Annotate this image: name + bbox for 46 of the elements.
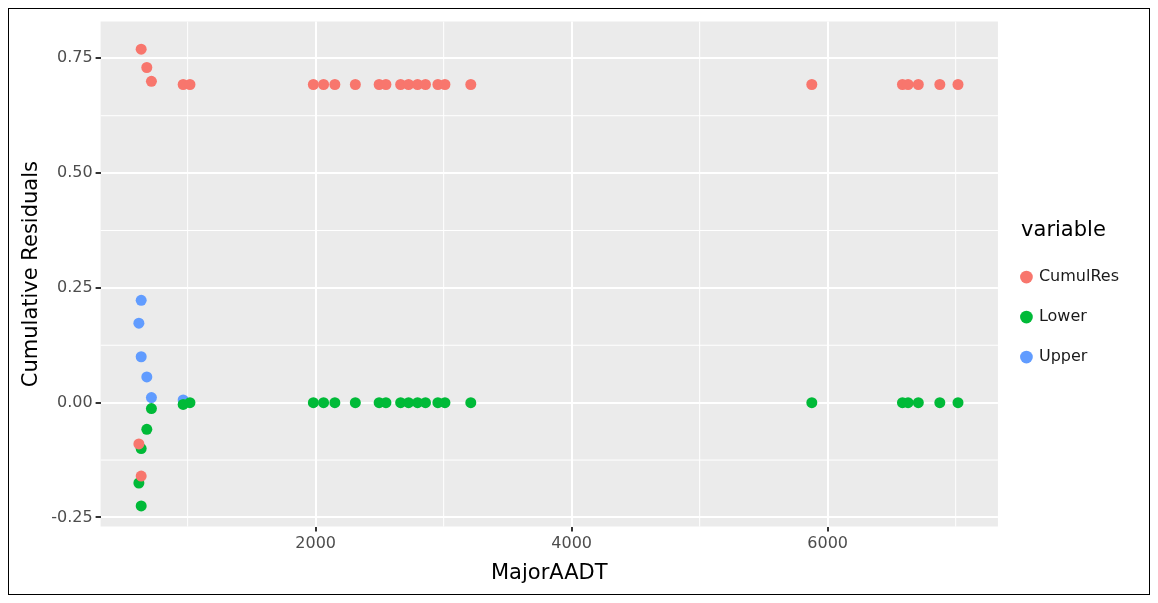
point: [329, 79, 341, 90]
legend-label: Upper: [1038, 346, 1088, 366]
point: [934, 397, 946, 409]
point: [465, 79, 477, 90]
y-tick-label: 0.75: [56, 47, 93, 67]
point: [934, 79, 946, 90]
legend-title: variable: [1021, 216, 1106, 241]
point: [135, 500, 147, 512]
point: [465, 397, 477, 409]
point: [806, 397, 818, 409]
point: [135, 43, 147, 55]
point: [307, 397, 319, 409]
point: [912, 397, 924, 409]
point: [141, 423, 153, 435]
point: [349, 79, 361, 90]
point: [806, 79, 818, 90]
point: [145, 75, 157, 87]
point: [135, 294, 147, 306]
point: [329, 397, 341, 409]
point: [318, 79, 330, 90]
point: [952, 79, 964, 90]
point: [145, 392, 157, 404]
point: [135, 351, 147, 363]
point: [133, 438, 145, 450]
point: [141, 62, 153, 74]
point: [349, 397, 361, 409]
point: [145, 403, 157, 415]
y-tick-label: 0.50: [56, 162, 93, 182]
x-axis-title: MajorAADT: [490, 559, 608, 584]
x-tick-label: 2000: [295, 533, 337, 553]
point: [318, 397, 330, 409]
point: [141, 371, 153, 383]
x-tick-label: 6000: [807, 533, 849, 553]
point: [912, 79, 924, 90]
point: [184, 397, 196, 409]
y-tick-label: 0.25: [56, 277, 93, 297]
point: [133, 317, 145, 329]
y-axis-title: Cumulative Residuals: [18, 161, 43, 388]
point: [135, 470, 147, 482]
legend-label: CumulRes: [1038, 266, 1119, 286]
y-tick-label: -0.25: [51, 506, 93, 526]
legend-label: Lower: [1038, 306, 1088, 326]
y-tick-label: 0.00: [56, 391, 93, 411]
point: [307, 79, 319, 90]
x-tick-label: 4000: [551, 533, 593, 553]
point: [952, 397, 964, 409]
